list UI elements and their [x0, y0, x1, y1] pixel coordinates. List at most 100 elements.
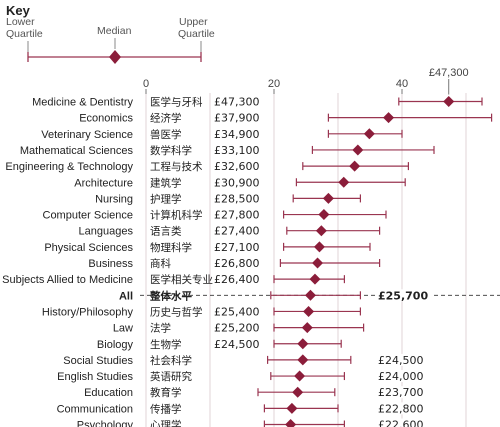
subject-row: Subjects Allied to Medicine 医学相关专业 £26,400: [2, 273, 345, 286]
median-diamond: [349, 160, 361, 172]
subject-label-en: Business: [88, 258, 133, 270]
subject-label-zh: 医学与牙科: [150, 96, 203, 109]
subject-row: Architecture 建筑学 £30,900: [74, 176, 406, 189]
subject-label-zh: 经济学: [150, 112, 182, 125]
subject-label-zh: 传播学: [150, 402, 182, 415]
median-salary-label: £22,600: [378, 419, 424, 427]
subject-row: Law 法学 £25,200: [113, 322, 365, 335]
subject-label-en: Mathematical Sciences: [20, 145, 134, 157]
subject-label-en: English Studies: [57, 371, 133, 383]
median-diamond: [383, 112, 395, 124]
subject-label-zh: 社会科学: [150, 354, 192, 367]
median-salary-label: £25,700: [378, 289, 428, 302]
subject-label-zh: 兽医学: [150, 128, 182, 141]
subject-label-zh: 工程与技术: [150, 160, 203, 173]
subject-label-en: Subjects Allied to Medicine: [2, 274, 133, 286]
subject-label-en: Education: [84, 387, 133, 399]
key-upper-line1: Upper: [179, 16, 208, 28]
chart-rows: Medicine & Dentistry 医学与牙科 £47,300 Economic…: [2, 96, 500, 427]
median-salary-label: £30,900: [214, 176, 260, 189]
median-salary-label: £32,600: [214, 160, 260, 173]
median-diamond: [292, 386, 304, 398]
subject-label-en: Biology: [97, 339, 134, 351]
subject-row: History/Philosophy 历史与哲学 £25,400: [42, 305, 361, 318]
subject-label-zh: 物理科学: [150, 241, 192, 254]
median-diamond: [285, 419, 297, 427]
median-salary-label: £27,400: [214, 225, 260, 238]
subject-row: Veterinary Science 兽医学 £34,900: [41, 128, 403, 141]
total-row: All 整体水平 £25,700: [119, 289, 500, 302]
key-median-diamond: [109, 50, 121, 64]
median-diamond: [363, 128, 375, 140]
subject-row: Engineering & Technology 工程与技术 £32,600: [5, 160, 409, 173]
median-diamond: [301, 322, 313, 334]
subject-label-en: History/Philosophy: [42, 306, 134, 318]
median-salary-label: £27,800: [214, 209, 260, 222]
subject-row: Social Studies 社会科学 £24,500: [63, 353, 432, 367]
subject-row: Computer Science 计算机科学 £27,800: [43, 209, 387, 222]
subject-label-en: Medicine & Dentistry: [32, 97, 133, 109]
median-salary-label: £47,300: [214, 96, 260, 109]
salary-label-bg: [376, 402, 432, 415]
subject-label-zh: 护理学: [150, 192, 182, 205]
median-salary-label: £24,000: [378, 370, 424, 383]
key-title: Key: [6, 3, 31, 18]
median-diamond: [286, 402, 298, 414]
median-salary-label: £24,500: [214, 338, 260, 351]
subject-label-en: Economics: [79, 113, 133, 125]
median-diamond: [318, 209, 330, 221]
subject-label-en: Nursing: [95, 193, 133, 205]
subject-label-zh: 建筑学: [150, 176, 182, 189]
median-diamond: [338, 176, 350, 188]
median-salary-label: £25,200: [214, 322, 260, 335]
median-salary-label: £37,900: [214, 112, 260, 125]
subject-row: Business 商科 £26,800: [88, 257, 381, 270]
salary-label-bg: [376, 418, 432, 427]
median-diamond: [304, 289, 316, 301]
median-diamond: [312, 257, 324, 269]
median-salary-label: £26,400: [214, 273, 260, 286]
median-diamond: [322, 192, 334, 204]
top-callout: £47,300: [429, 67, 469, 95]
subject-label-en: All: [119, 290, 133, 302]
median-diamond: [352, 144, 364, 156]
subject-label-zh: 语言类: [150, 225, 182, 238]
subject-label-zh: 数学科学: [150, 144, 192, 157]
median-salary-label: £34,900: [214, 128, 260, 141]
median-diamond: [443, 96, 455, 107]
median-salary-label: £28,500: [214, 192, 260, 205]
salary-label-bg: [376, 289, 432, 302]
median-diamond: [303, 305, 315, 317]
subject-row: Medicine & Dentistry 医学与牙科 £47,300: [32, 96, 483, 109]
salary-label-bg: [376, 353, 432, 366]
subject-label-zh: 心理学: [150, 419, 182, 427]
median-diamond: [315, 225, 327, 237]
chart-key: Key Lower Quartile Median Upper Quartile: [6, 3, 215, 64]
median-diamond: [297, 338, 309, 350]
median-diamond: [294, 370, 306, 382]
median-salary-label: £26,800: [214, 257, 260, 270]
subject-label-en: Law: [113, 323, 133, 335]
subject-row: Nursing 护理学 £28,500: [95, 192, 361, 205]
key-lower-line2: Quartile: [6, 28, 43, 40]
key-upper-line2: Quartile: [178, 28, 215, 40]
subject-label-en: Languages: [79, 226, 134, 238]
median-diamond: [297, 354, 309, 366]
subject-row: Psychology 心理学 £22,600: [77, 418, 432, 427]
x-axis-ticks: 0 20 40: [143, 78, 408, 94]
subject-label-zh: 医学相关专业: [150, 273, 213, 286]
subject-label-en: Engineering & Technology: [5, 161, 133, 173]
subject-label-en: Social Studies: [63, 355, 133, 367]
key-lower-line1: Lower: [6, 16, 35, 28]
x-tick-label: 20: [268, 78, 280, 90]
salary-label-bg: [376, 370, 432, 383]
subject-row: Biology 生物学 £24,500: [97, 338, 342, 351]
subject-label-en: Computer Science: [43, 210, 134, 222]
subject-label-en: Psychology: [77, 420, 134, 427]
subject-row: Communication 传播学 £22,800: [57, 402, 432, 415]
salary-label-bg: [376, 386, 432, 399]
subject-label-zh: 教育学: [150, 386, 182, 399]
top-callout-label: £47,300: [429, 67, 469, 79]
